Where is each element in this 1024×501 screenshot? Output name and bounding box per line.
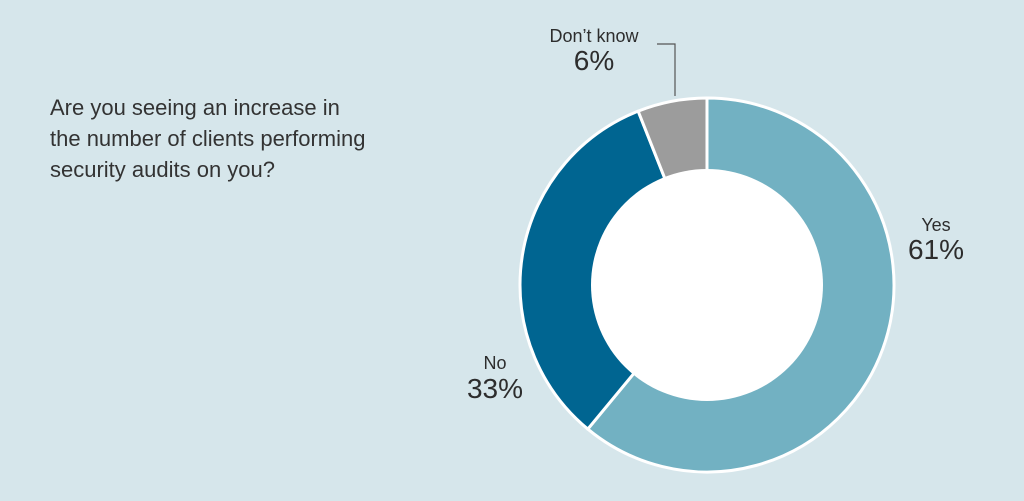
label-no-name: No bbox=[483, 353, 506, 373]
dont-know-leader-line bbox=[657, 43, 676, 96]
label-no-value: 33% bbox=[467, 373, 523, 404]
question-line-3: security audits on you? bbox=[50, 157, 276, 182]
label-yes-value: 61% bbox=[908, 234, 964, 265]
label-dont-know-name: Don’t know bbox=[549, 26, 639, 46]
label-dont-know-value: 6% bbox=[574, 45, 614, 76]
chart-question: Are you seeing an increase in the number… bbox=[50, 92, 470, 185]
question-line-2: the number of clients performing bbox=[50, 126, 366, 151]
donut-hole bbox=[591, 169, 823, 401]
label-yes-name: Yes bbox=[921, 215, 950, 235]
question-line-1: Are you seeing an increase in bbox=[50, 95, 340, 120]
